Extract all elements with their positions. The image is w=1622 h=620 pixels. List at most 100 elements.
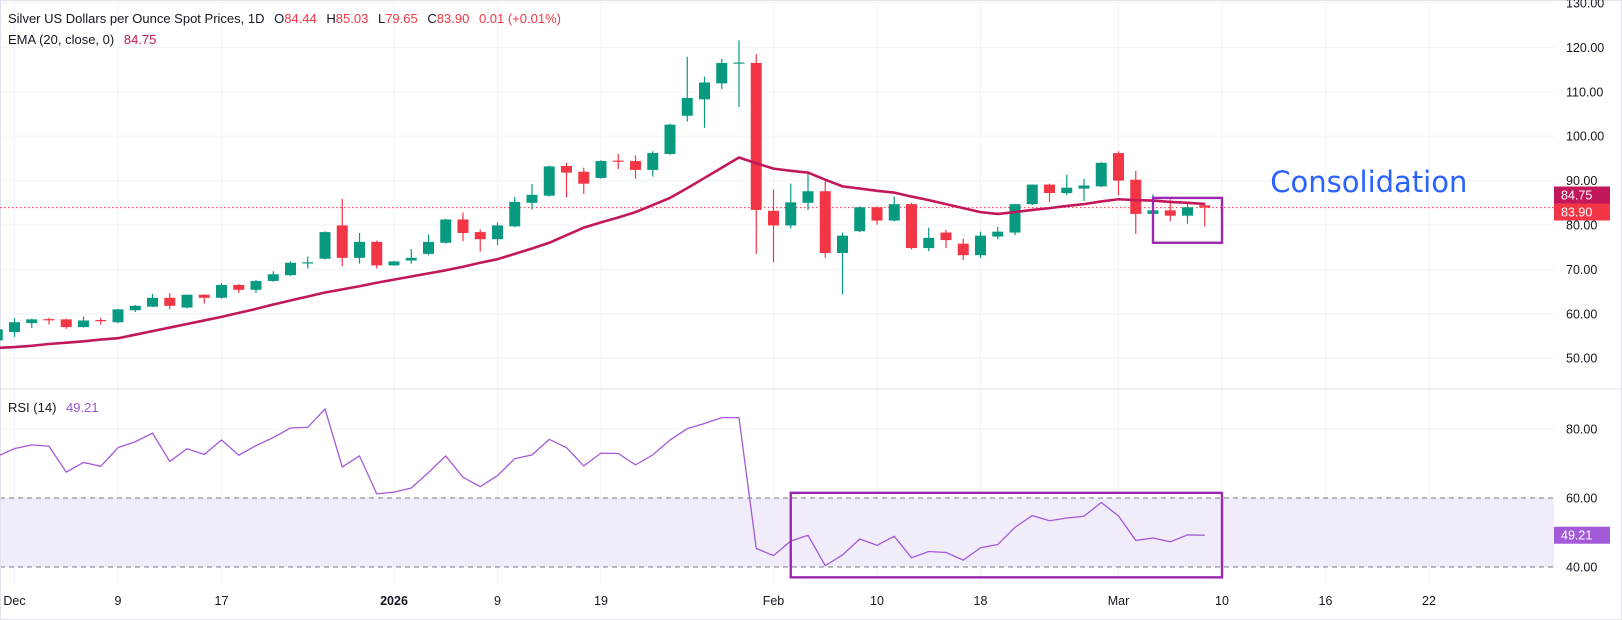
candle-up[interactable]: [1009, 204, 1021, 233]
candle-down[interactable]: [336, 225, 348, 258]
candle-up[interactable]: [388, 261, 400, 266]
candle-up[interactable]: [0, 329, 3, 341]
candle-up[interactable]: [9, 322, 20, 333]
candle-down[interactable]: [906, 204, 917, 249]
candle-up[interactable]: [285, 262, 296, 276]
time-axis-label: 10: [870, 594, 884, 608]
candle-up[interactable]: [802, 191, 814, 203]
candle-up[interactable]: [1061, 187, 1073, 194]
candle-up[interactable]: [716, 62, 728, 84]
rsi-label: RSI (14): [8, 400, 57, 415]
candle-up[interactable]: [595, 161, 607, 178]
candle-up[interactable]: [78, 320, 89, 328]
candle-down[interactable]: [457, 219, 469, 233]
candle-up[interactable]: [129, 305, 141, 311]
candle-down[interactable]: [1164, 210, 1176, 216]
time-axis-label: 2026: [380, 594, 408, 608]
rsi-value-badge: 49.21: [1561, 529, 1592, 543]
candle-down[interactable]: [578, 171, 590, 184]
candle-up[interactable]: [664, 124, 676, 154]
high-label: H: [326, 11, 336, 26]
candle-up[interactable]: [837, 235, 848, 253]
candle-down[interactable]: [819, 191, 831, 253]
candle-up[interactable]: [733, 62, 745, 64]
candle-up[interactable]: [216, 284, 227, 298]
candle-down[interactable]: [60, 319, 72, 328]
candle-up[interactable]: [1182, 207, 1193, 216]
rsi-legend[interactable]: RSI (14) 49.21: [8, 400, 99, 415]
candle-down[interactable]: [1199, 205, 1211, 208]
candle-up[interactable]: [112, 309, 124, 323]
price-axis-label: 130.00: [1566, 0, 1604, 11]
candle-down[interactable]: [474, 232, 486, 240]
candle-down[interactable]: [1113, 153, 1124, 181]
candle-up[interactable]: [543, 166, 555, 196]
candle-down[interactable]: [95, 320, 107, 322]
candle-up[interactable]: [250, 280, 262, 290]
candle-down[interactable]: [233, 284, 245, 290]
candle-down[interactable]: [612, 160, 624, 162]
rsi-axis-label: 80.00: [1566, 423, 1597, 437]
consolidation-annotation-text[interactable]: Consolidation: [1270, 165, 1467, 199]
candle-up[interactable]: [1078, 185, 1090, 189]
candle-down[interactable]: [940, 232, 952, 241]
candle-down[interactable]: [630, 161, 641, 170]
candle-up[interactable]: [509, 201, 521, 227]
candle-up[interactable]: [492, 225, 503, 240]
candle-down[interactable]: [957, 243, 969, 256]
candle-up[interactable]: [681, 98, 693, 116]
rsi-axis-label: 60.00: [1566, 492, 1597, 506]
candle-up[interactable]: [26, 319, 38, 324]
series-legend: Silver US Dollars per Ounce Spot Prices,…: [8, 11, 561, 26]
change-value: 0.01 (+0.01%): [478, 11, 561, 26]
close-value: 83.90: [436, 11, 470, 26]
candle-up[interactable]: [699, 82, 710, 100]
candle-down[interactable]: [768, 210, 779, 226]
time-axis-label: 10: [1215, 594, 1229, 608]
candle-up[interactable]: [1095, 162, 1107, 187]
candle-down[interactable]: [561, 165, 572, 173]
candle-up[interactable]: [526, 194, 538, 203]
candle-down[interactable]: [871, 207, 883, 221]
candle-up[interactable]: [923, 237, 935, 249]
candle-up[interactable]: [992, 231, 1004, 237]
price-axis-label: 80.00: [1566, 219, 1597, 233]
candle-up[interactable]: [423, 241, 434, 254]
open-label: O: [274, 11, 285, 26]
candle-down[interactable]: [198, 294, 210, 298]
time-axis-label: Mar: [1108, 594, 1130, 608]
candle-down[interactable]: [1130, 179, 1142, 214]
candle-down[interactable]: [1044, 184, 1055, 194]
time-axis-label: 22: [1422, 594, 1436, 608]
candle-up[interactable]: [405, 257, 417, 261]
candle-up[interactable]: [267, 274, 279, 281]
candle-up[interactable]: [319, 232, 331, 259]
ema-line[interactable]: [0, 156, 1205, 350]
candle-down[interactable]: [750, 62, 762, 210]
candle-up[interactable]: [147, 297, 158, 307]
candle-up[interactable]: [975, 235, 986, 256]
time-axis-label: 9: [494, 594, 501, 608]
candle-up[interactable]: [1026, 184, 1038, 205]
candle-up[interactable]: [785, 202, 797, 226]
candle-up[interactable]: [181, 294, 193, 308]
candle-down[interactable]: [164, 297, 176, 306]
ema-legend[interactable]: EMA (20, close, 0) 84.75: [8, 32, 156, 47]
price-annotation-box[interactable]: [1151, 196, 1224, 244]
high-value: 85.03: [335, 11, 369, 26]
ema-value: 84.75: [123, 32, 157, 47]
candle-up[interactable]: [302, 262, 314, 264]
candle-up[interactable]: [440, 219, 452, 243]
open-value: 84.44: [284, 11, 317, 26]
rsi-annotation-box[interactable]: [789, 491, 1224, 579]
candle-up[interactable]: [854, 207, 866, 232]
candle-up[interactable]: [647, 153, 659, 170]
price-axis-label: 50.00: [1566, 352, 1597, 366]
candle-down[interactable]: [371, 241, 383, 266]
candle-up[interactable]: [888, 204, 900, 221]
rsi-line[interactable]: [0, 407, 1205, 567]
candle-down[interactable]: [43, 319, 55, 321]
low-label: L: [377, 11, 386, 26]
candle-up[interactable]: [354, 241, 365, 258]
